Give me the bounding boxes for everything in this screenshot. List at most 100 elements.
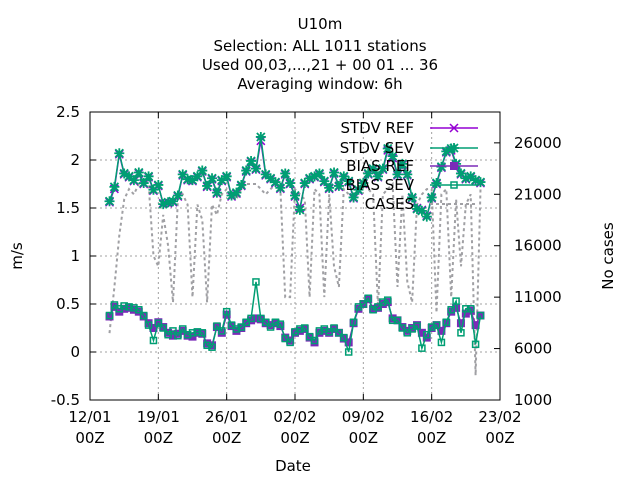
x-tick-label: 12/01	[68, 408, 111, 426]
data-point	[423, 330, 431, 339]
data-point	[363, 168, 374, 179]
data-point	[402, 169, 413, 180]
data-point	[290, 190, 300, 201]
data-point	[387, 151, 398, 162]
data-point	[407, 192, 418, 203]
y2-tick-label: 1000	[514, 391, 552, 409]
data-point	[368, 163, 379, 174]
data-point	[349, 318, 358, 326]
data-point	[286, 338, 294, 347]
data-point	[466, 305, 475, 313]
data-point	[218, 327, 226, 335]
data-point	[447, 306, 455, 314]
data-point	[314, 168, 325, 179]
series-bias-sev	[105, 278, 485, 356]
data-point	[403, 329, 412, 337]
data-point	[270, 177, 281, 188]
data-point	[237, 323, 246, 331]
x-tick-label: 16/02	[410, 408, 453, 426]
y-axis-label: m/s	[8, 242, 26, 270]
data-point	[247, 314, 255, 323]
data-point	[255, 131, 266, 142]
data-point	[143, 171, 154, 182]
data-point	[329, 167, 340, 178]
plot-frame	[89, 111, 501, 401]
data-point	[252, 278, 260, 286]
legend-label: BIAS REF	[346, 157, 414, 175]
y-tick-label: 0.5	[56, 295, 80, 313]
legend-entry: BIAS REF	[346, 157, 478, 175]
data-point	[213, 322, 221, 330]
data-point	[105, 311, 114, 320]
data-point	[133, 167, 144, 178]
data-point	[222, 307, 231, 316]
data-point	[344, 348, 353, 356]
data-point	[330, 324, 338, 332]
data-point	[450, 162, 458, 170]
data-point	[130, 304, 138, 312]
data-point	[276, 320, 285, 328]
data-point	[392, 169, 403, 180]
data-point	[197, 165, 208, 176]
data-point	[301, 324, 309, 332]
data-point	[309, 171, 320, 182]
data-point	[266, 323, 275, 331]
data-point	[221, 171, 232, 182]
y-tick-label: 2	[70, 151, 80, 169]
data-point	[138, 178, 149, 189]
data-point	[393, 316, 402, 325]
data-point	[412, 203, 423, 214]
data-point	[441, 146, 452, 157]
data-point	[236, 179, 247, 190]
data-point	[449, 123, 459, 133]
grid-lines	[90, 112, 500, 400]
y-tick-label: 2.5	[56, 103, 80, 121]
data-point	[310, 336, 319, 345]
data-point	[211, 187, 222, 198]
legend-label: STDV SEV	[340, 139, 415, 157]
data-point	[388, 316, 397, 325]
y-tick-label: -0.5	[51, 391, 80, 409]
data-point	[475, 177, 486, 188]
y2-tick-label: 6000	[514, 340, 552, 358]
data-point	[348, 192, 359, 203]
data-point	[104, 196, 115, 207]
data-point	[382, 143, 393, 154]
data-point	[305, 332, 314, 341]
y-tick-label: 1	[70, 247, 80, 265]
data-point	[188, 329, 197, 337]
data-point	[315, 327, 324, 335]
data-point	[358, 178, 369, 189]
data-point	[281, 334, 289, 343]
legend-entry: BIAS SEV	[345, 176, 478, 194]
data-point	[437, 338, 446, 347]
data-point	[124, 171, 135, 182]
series-layer	[104, 131, 486, 376]
data-point	[271, 318, 280, 326]
x-tick-label: 00Z	[417, 429, 446, 447]
data-point	[167, 196, 178, 207]
data-point	[299, 178, 310, 189]
data-point	[187, 175, 198, 186]
x-tick-label: 26/01	[205, 408, 248, 426]
x-tick-label: 00Z	[144, 429, 173, 447]
series-stdv-sev	[104, 131, 486, 222]
x-tick-label: 00Z	[280, 429, 309, 447]
data-point	[476, 311, 485, 320]
data-point	[397, 158, 408, 169]
axes-layer: 12/01 00Z 19/01 00Z 26/01 00Z 02/02 00Z 09/02 00Z…	[8, 103, 617, 475]
data-point	[416, 205, 427, 216]
data-point	[335, 329, 343, 337]
data-point	[340, 333, 348, 342]
y-tick-label: 0	[70, 343, 80, 361]
x-tick-label: 23/02	[478, 408, 521, 426]
data-point	[432, 321, 441, 329]
data-point	[154, 319, 163, 327]
y2-tick-label: 11000	[514, 288, 562, 306]
legend-label: CASES	[365, 195, 414, 213]
data-point	[227, 321, 236, 329]
data-point	[455, 168, 466, 179]
data-point	[377, 163, 388, 174]
